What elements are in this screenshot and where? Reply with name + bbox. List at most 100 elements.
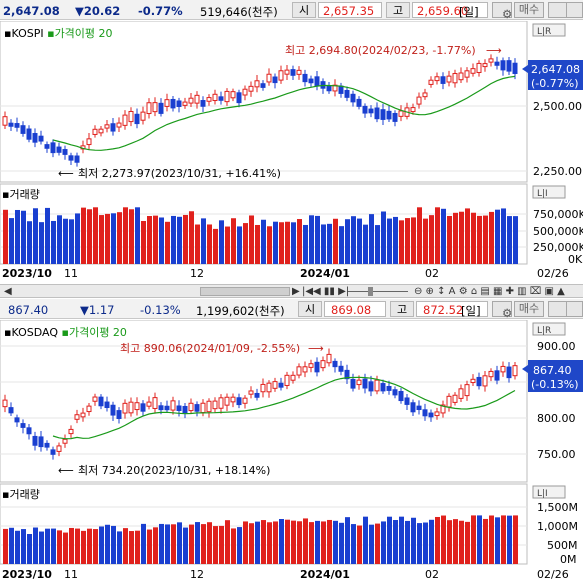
candle-body bbox=[362, 378, 368, 389]
volume-bar bbox=[447, 215, 452, 264]
kospi-settings-button[interactable]: ⚙ bbox=[492, 2, 512, 21]
candle-body bbox=[500, 60, 506, 71]
volume-bar bbox=[231, 218, 236, 264]
kosdaq-open-box: 869.08 bbox=[324, 301, 386, 317]
candle-body bbox=[356, 379, 362, 386]
kospi-vol-tick: 0K bbox=[568, 253, 583, 266]
candle-body bbox=[26, 128, 32, 140]
kospi-chart[interactable]: ▪KOSPI ▪가격이평 20 최고 2,694.80(2024/02/23, … bbox=[0, 21, 583, 284]
kosdaq-extra-button-2[interactable] bbox=[566, 301, 583, 317]
kospi-vol-title: ▪거래량 bbox=[2, 188, 40, 201]
kosdaq-buy-button[interactable]: 매수 bbox=[514, 301, 544, 317]
candle-body bbox=[104, 124, 110, 129]
volume-bar bbox=[165, 221, 170, 264]
volume-bar bbox=[351, 216, 356, 264]
candle-body bbox=[236, 92, 242, 104]
volume-bar bbox=[33, 208, 38, 264]
candle-body bbox=[398, 390, 404, 402]
candle-body bbox=[158, 405, 164, 411]
zoom-slider-track[interactable] bbox=[348, 291, 408, 292]
candle-body bbox=[266, 382, 272, 393]
kosdaq-high-value: 872.52 bbox=[423, 303, 464, 317]
candle-body bbox=[56, 445, 62, 452]
kospi-extra-button-1[interactable] bbox=[548, 2, 568, 18]
scroll-left-icon[interactable]: ◀ bbox=[4, 286, 12, 297]
candle-body bbox=[92, 128, 98, 135]
kosdaq-corner-box[interactable] bbox=[532, 322, 566, 336]
kosdaq-extra-button-1[interactable] bbox=[548, 301, 568, 317]
candle-body bbox=[128, 110, 134, 123]
kosdaq-ma20-line bbox=[52, 376, 516, 440]
volume-bar bbox=[405, 218, 410, 264]
candle-body bbox=[362, 105, 368, 114]
candle-body bbox=[470, 68, 476, 74]
candle-body bbox=[296, 366, 302, 376]
volume-bar bbox=[267, 522, 272, 564]
scroll-end-icon[interactable]: |◀◀ ▮▮ ▶| bbox=[302, 286, 350, 297]
candle-body bbox=[344, 89, 350, 98]
candle-body bbox=[26, 427, 32, 435]
zoom-slider-handle[interactable] bbox=[368, 287, 373, 296]
volume-bar bbox=[195, 522, 200, 564]
candle-body bbox=[32, 435, 38, 446]
volume-bar bbox=[441, 208, 446, 264]
candle-body bbox=[14, 417, 20, 423]
candle-body bbox=[314, 76, 320, 87]
chart-scrollbar[interactable]: ◀ ▶ |◀◀ ▮▮ ▶| ⊖ ⊕ ↕ A ⚙ ⌂ ▤ ▦ ✚ ▥ ⌧ ▣ ▲ bbox=[0, 284, 583, 298]
volume-bar bbox=[81, 207, 86, 264]
scroll-thumb[interactable] bbox=[200, 287, 290, 296]
volume-bar bbox=[225, 226, 230, 264]
candle-body bbox=[506, 60, 512, 72]
candle-body bbox=[296, 69, 302, 75]
kospi-legend-ma: 가격이평 20 bbox=[55, 27, 113, 40]
volume-bar bbox=[195, 224, 200, 264]
zoom-controls-icon[interactable]: ⊖ ⊕ ↕ A ⚙ ⌂ ▤ ▦ ✚ ▥ ⌧ ▣ ▲ bbox=[414, 286, 565, 297]
scroll-right-icon[interactable]: ▶ bbox=[292, 286, 300, 297]
kosdaq-min-arrow: ⟵ bbox=[58, 464, 74, 477]
kospi-extra-button-2[interactable] bbox=[566, 2, 583, 18]
volume-bar bbox=[387, 516, 392, 564]
volume-bar bbox=[417, 523, 422, 564]
kosdaq-x-label: 2024/01 bbox=[300, 568, 350, 581]
volume-bar bbox=[27, 533, 32, 564]
candle-body bbox=[74, 155, 80, 163]
candle-body bbox=[182, 101, 188, 106]
kosdaq-vol-tick: 500M bbox=[547, 539, 578, 552]
candle-body bbox=[260, 383, 266, 393]
volume-bar bbox=[321, 521, 326, 564]
kospi-vol-corner-box[interactable] bbox=[532, 185, 566, 199]
candle-body bbox=[218, 397, 224, 409]
candle-body bbox=[200, 402, 206, 414]
kospi-corner-box[interactable] bbox=[532, 23, 566, 37]
candle-body bbox=[248, 390, 254, 395]
kospi-buy-button[interactable]: 매수 bbox=[514, 2, 544, 18]
volume-bar bbox=[255, 521, 260, 564]
kospi-period[interactable]: [일] bbox=[459, 5, 479, 19]
kosdaq-settings-button[interactable]: ⚙ bbox=[492, 301, 512, 320]
kosdaq-current-price-tag bbox=[528, 360, 583, 392]
candle-body bbox=[206, 400, 212, 413]
candle-body bbox=[92, 396, 98, 402]
volume-bar bbox=[459, 520, 464, 564]
candle-body bbox=[290, 374, 296, 381]
kosdaq-period[interactable]: [일] bbox=[461, 304, 481, 318]
volume-bar bbox=[447, 520, 452, 564]
volume-bar bbox=[327, 223, 332, 264]
kosdaq-chart[interactable]: ▪KOSDAQ ▪가격이평 20 최고 890.06(2024/01/09, -… bbox=[0, 320, 583, 584]
candle-body bbox=[326, 85, 332, 92]
volume-bar bbox=[375, 225, 380, 264]
kosdaq-vol-corner-box[interactable] bbox=[532, 485, 566, 499]
candle-body bbox=[242, 88, 248, 96]
candle-body bbox=[86, 405, 92, 413]
kosdaq-x-label: 11 bbox=[64, 568, 78, 581]
kosdaq-current-price: 867.40 bbox=[533, 364, 572, 377]
volume-bar bbox=[423, 522, 428, 564]
kosdaq-vol-title-text: 거래량 bbox=[9, 488, 39, 501]
volume-bar bbox=[87, 209, 92, 264]
candle-body bbox=[170, 400, 176, 411]
kosdaq-max-arrow: ⟶ bbox=[308, 342, 324, 355]
candle-body bbox=[434, 411, 440, 417]
volume-bar bbox=[393, 216, 398, 264]
candle-body bbox=[122, 114, 128, 126]
candle-body bbox=[260, 83, 266, 88]
